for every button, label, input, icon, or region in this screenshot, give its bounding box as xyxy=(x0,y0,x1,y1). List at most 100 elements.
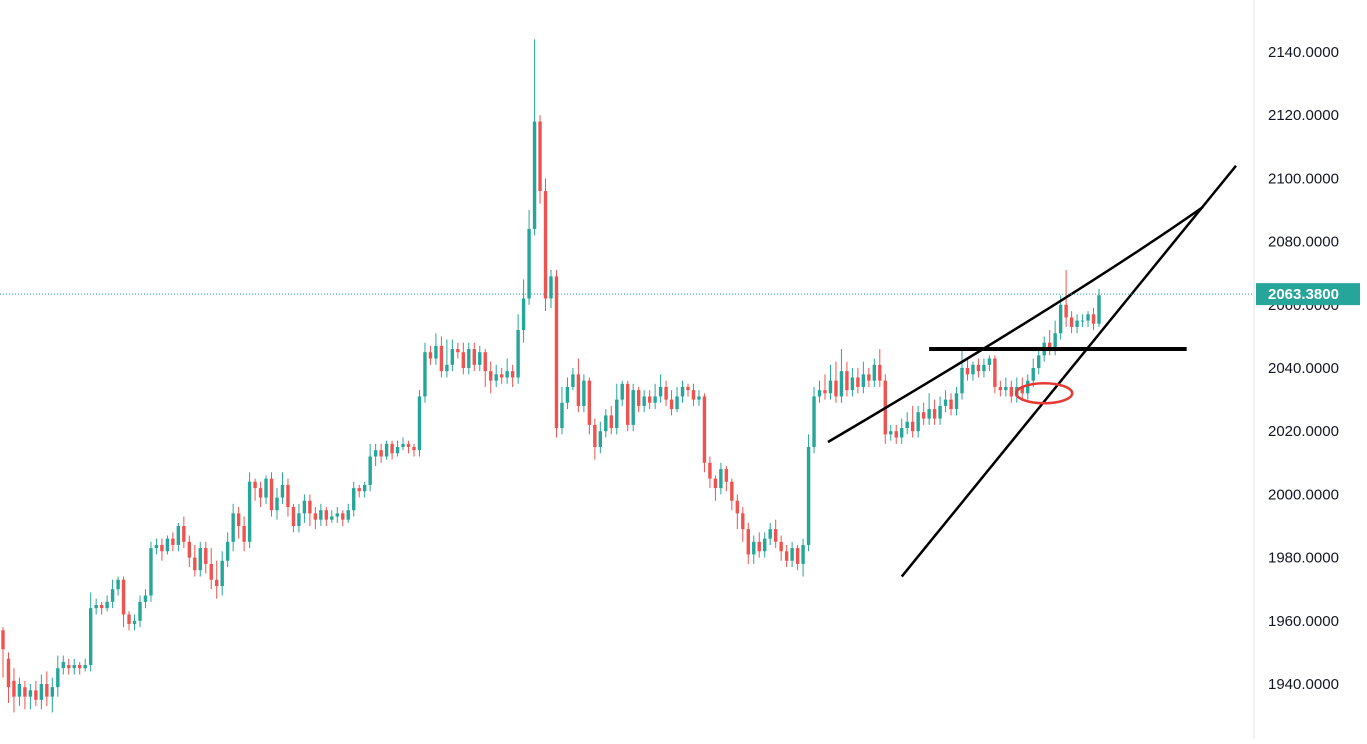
candle xyxy=(193,544,197,577)
candle-body xyxy=(302,500,307,514)
candle xyxy=(478,345,482,372)
candle xyxy=(384,440,389,460)
candle xyxy=(839,349,844,403)
candle xyxy=(362,481,367,498)
candle xyxy=(856,368,860,394)
candle xyxy=(56,655,60,697)
candle xyxy=(987,355,992,372)
candle-body xyxy=(1,630,5,650)
candle xyxy=(932,399,937,425)
candle xyxy=(795,544,800,571)
candle-body xyxy=(516,330,520,378)
candle xyxy=(878,349,882,387)
candle-body xyxy=(121,579,126,615)
candle xyxy=(313,507,318,530)
candle-body xyxy=(291,507,296,526)
candle-body xyxy=(1026,380,1030,394)
y-tick-label: 1940.0000 xyxy=(1268,676,1339,693)
candle-body xyxy=(467,349,471,368)
candle-body xyxy=(554,276,559,429)
candle-body xyxy=(1080,320,1085,322)
candle xyxy=(658,374,663,403)
candle-body xyxy=(352,488,356,511)
candle xyxy=(341,510,345,526)
candle xyxy=(1020,377,1024,400)
candle-body xyxy=(543,191,548,299)
candle-body xyxy=(456,349,460,353)
candle-body xyxy=(806,447,811,545)
candle xyxy=(549,270,553,308)
price-axis[interactable]: 2140.00002120.00002100.00002080.00002060… xyxy=(1268,44,1339,693)
candle xyxy=(390,440,394,460)
candle xyxy=(6,652,11,703)
candle xyxy=(346,503,350,523)
candle-body xyxy=(61,661,65,669)
candle xyxy=(368,443,372,492)
candle xyxy=(182,516,186,549)
candle xyxy=(582,374,586,413)
candle xyxy=(894,424,898,444)
candle-body xyxy=(406,443,411,447)
candle xyxy=(302,494,307,523)
candle xyxy=(105,595,109,612)
candle xyxy=(280,472,285,504)
candle xyxy=(587,377,592,435)
current-price-badge: 2063.3800 xyxy=(1256,283,1360,306)
parabolic-curve[interactable] xyxy=(827,205,1204,444)
candle xyxy=(565,377,570,410)
candle-body xyxy=(653,396,657,403)
candle-body xyxy=(850,377,855,391)
candle xyxy=(286,478,290,517)
candle-body xyxy=(746,529,750,555)
candle-body xyxy=(905,421,909,429)
candle-body xyxy=(1097,295,1101,324)
candle-body xyxy=(395,447,400,454)
candle-body xyxy=(626,383,630,425)
candle xyxy=(165,535,170,555)
candle-body xyxy=(110,589,115,602)
candle-body xyxy=(423,352,427,397)
candle-body xyxy=(686,386,690,391)
candle-body xyxy=(45,684,49,697)
candle-body xyxy=(160,544,164,552)
candle xyxy=(784,544,789,568)
candle xyxy=(127,611,131,631)
candle-body xyxy=(264,478,268,498)
candle-body xyxy=(489,371,493,381)
candle xyxy=(154,538,159,555)
candle xyxy=(938,396,942,425)
candle xyxy=(916,405,920,438)
candle xyxy=(275,488,279,520)
candle xyxy=(1075,314,1079,334)
candle-body xyxy=(225,541,230,561)
candle xyxy=(472,342,476,372)
candle xyxy=(99,601,104,615)
candle xyxy=(94,598,98,615)
candle-body xyxy=(768,529,772,539)
candle-body xyxy=(615,399,619,429)
candle xyxy=(1009,380,1014,403)
candle-body xyxy=(889,431,893,435)
candle xyxy=(78,661,82,675)
candle-body xyxy=(680,386,685,397)
candle xyxy=(445,339,449,378)
highlight-ellipse[interactable] xyxy=(1014,382,1074,405)
candle-body xyxy=(472,349,476,365)
candle xyxy=(67,658,71,675)
candle xyxy=(45,671,49,707)
candle-body xyxy=(286,484,290,508)
candle xyxy=(702,393,707,473)
candle xyxy=(176,522,181,552)
trend-line[interactable] xyxy=(900,164,1237,578)
candle-body xyxy=(878,364,882,381)
drawings-layer xyxy=(827,164,1237,578)
candle-body xyxy=(417,396,422,451)
candle-body xyxy=(845,371,849,391)
candle xyxy=(757,532,761,558)
candle-body xyxy=(741,513,745,530)
candle-body xyxy=(1053,333,1057,350)
candle xyxy=(143,589,148,609)
candle-body xyxy=(532,121,537,229)
candle-body xyxy=(247,481,252,542)
